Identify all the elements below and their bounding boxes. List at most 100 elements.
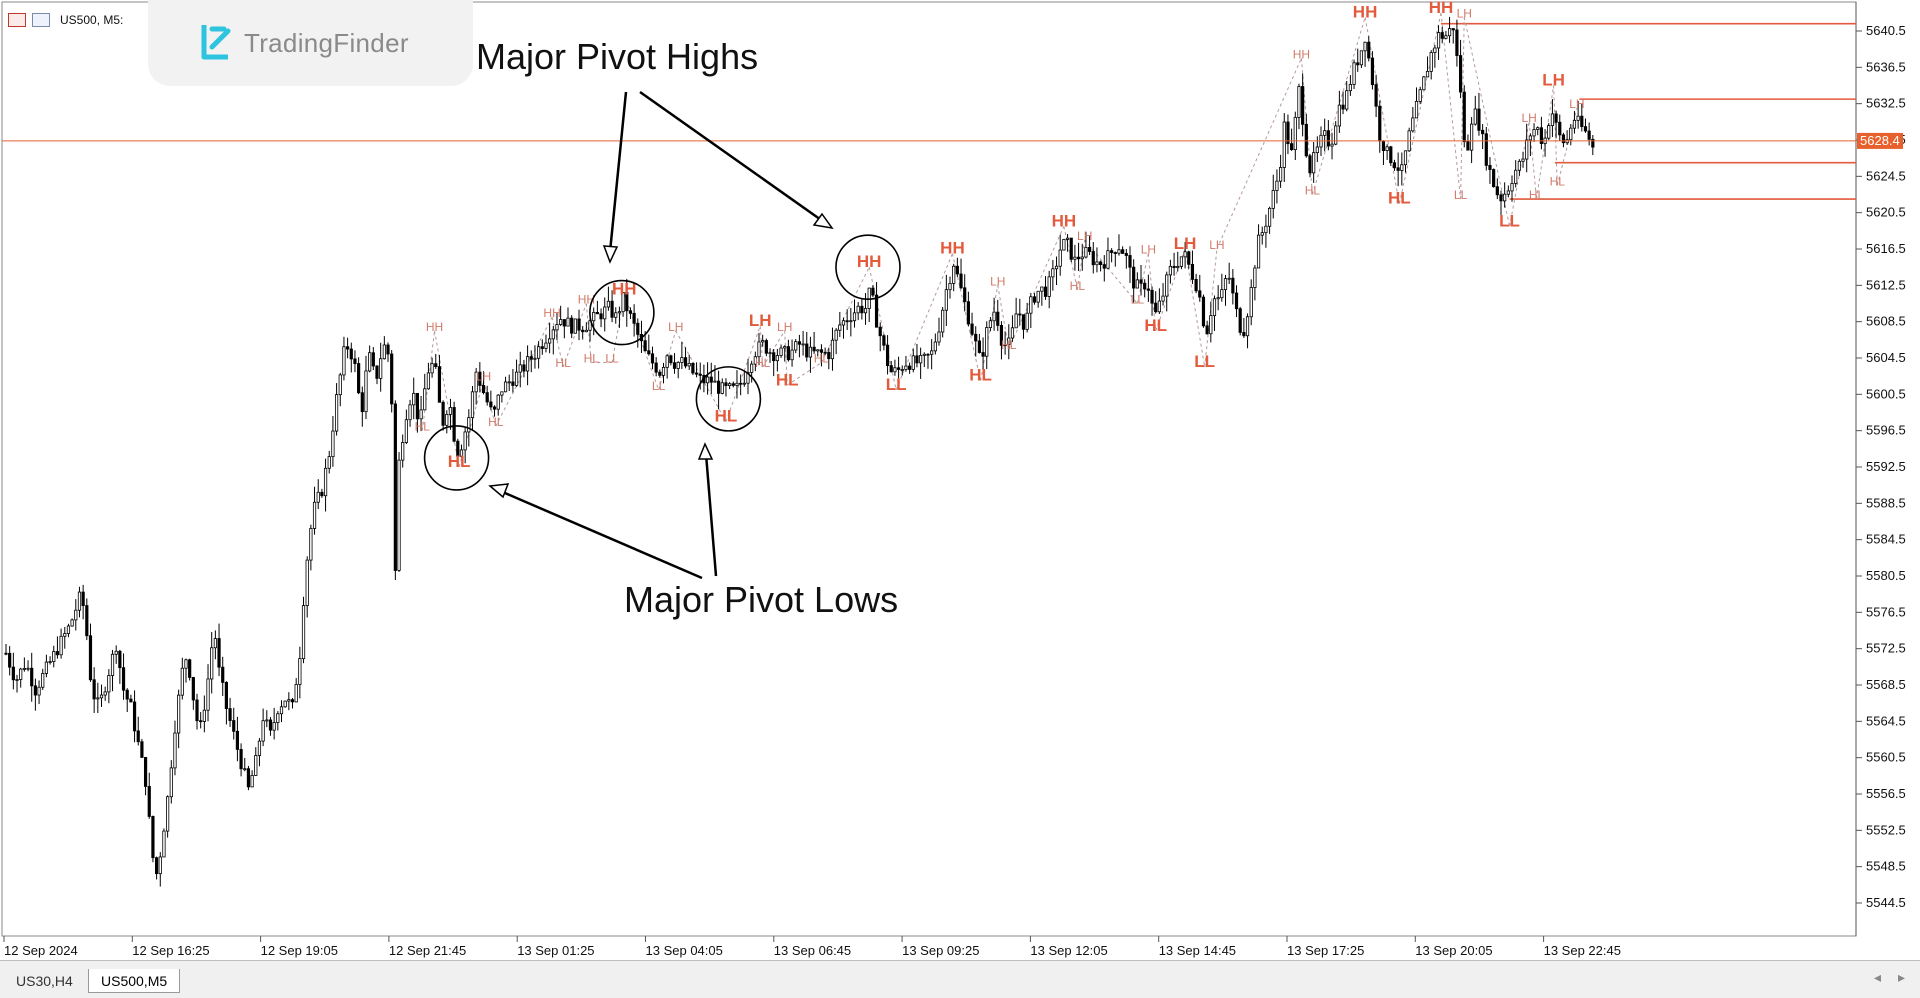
scroll-left-icon[interactable]: ◂ (1874, 969, 1882, 985)
major-pivot-label: HL (448, 452, 471, 471)
candle-body (933, 341, 937, 352)
candle-body (614, 312, 618, 318)
x-tick-label: 13 Sep 22:45 (1544, 943, 1621, 958)
candle-body (191, 677, 195, 701)
candle-body (1279, 167, 1283, 182)
candle-body (1293, 117, 1297, 151)
candle-body (838, 324, 842, 331)
candle-body (1356, 62, 1360, 66)
candle-body (540, 346, 544, 349)
chart-window-icon[interactable] (32, 13, 50, 27)
zigzag-segment (725, 326, 761, 422)
candle-body (309, 528, 313, 561)
candle-body (1308, 155, 1312, 174)
candle-body (166, 796, 170, 832)
major-pivot-label: HL (715, 407, 738, 426)
candle-body (1455, 29, 1459, 56)
candle-body (404, 419, 408, 443)
arrow-high-1 (608, 91, 628, 253)
candle-body (232, 720, 236, 732)
arrow-low-2 (704, 453, 718, 577)
tab-us30-h4[interactable]: US30,H4 (16, 973, 73, 989)
candle-body (654, 362, 658, 373)
candle-body (81, 591, 85, 606)
candle-body (1091, 251, 1095, 266)
candle-body (919, 355, 923, 364)
candle-body (1370, 57, 1375, 86)
candle-body (1231, 277, 1235, 294)
zigzag-segment (1460, 17, 1465, 200)
candle-body (1187, 251, 1191, 265)
candle-body (871, 287, 875, 296)
candle-body (1150, 289, 1154, 304)
zigzag-segment (1204, 248, 1218, 368)
chart-menu-icon[interactable] (8, 13, 26, 27)
candle-body (1337, 104, 1341, 127)
candle-body (1492, 169, 1496, 188)
candle-body (1139, 279, 1143, 284)
candle-body (143, 757, 148, 787)
candle-body (584, 329, 588, 333)
candle-body (1084, 247, 1088, 258)
candle-body (66, 625, 71, 634)
candle-body (970, 323, 974, 335)
minor-pivot-label: LH (1209, 238, 1224, 252)
candle-body (915, 355, 919, 364)
candle-body (1580, 115, 1584, 128)
candle-body (1510, 183, 1514, 192)
y-tick-label: 5568.5 (1866, 677, 1906, 692)
tab-us500-m5[interactable]: US500,M5 (88, 969, 181, 993)
candle-body (1330, 143, 1334, 147)
candle-body (301, 605, 306, 660)
candle-body (419, 409, 423, 420)
candle-body (456, 440, 460, 457)
candle-body (1547, 125, 1551, 139)
zigzag-segment (1008, 226, 1065, 350)
candle-body (999, 324, 1004, 346)
candle-body (1172, 265, 1176, 268)
highlight-circle (695, 366, 762, 432)
candle-body (320, 491, 324, 497)
candle-body (1536, 127, 1540, 130)
candle-body (1113, 252, 1117, 254)
candle-body (338, 374, 342, 396)
candle-body (863, 308, 868, 314)
x-tick-label: 13 Sep 01:25 (517, 943, 594, 958)
candle-body (1304, 123, 1308, 157)
minor-pivot-label: LL (605, 352, 619, 366)
candle-body (893, 367, 897, 373)
candle-body (948, 283, 952, 291)
candle-body (1389, 146, 1393, 164)
candle-body (121, 667, 126, 691)
candle-body (386, 344, 390, 355)
candle-body (592, 312, 596, 322)
candle-body (437, 366, 442, 403)
candle-body (1348, 84, 1352, 92)
candle-body (1312, 152, 1316, 174)
zigzag-segment (458, 380, 484, 468)
scroll-right-icon[interactable]: ▸ (1898, 969, 1906, 985)
candle-body (155, 857, 159, 875)
chart-area[interactable]: HH HL HL LH HL HH HL HH HL LL HH LH LL HL LH HL LH HL HL HH… (0, 0, 1920, 960)
candle-body (323, 467, 328, 497)
candle-body (764, 340, 768, 354)
candle-body (99, 694, 104, 699)
candle-body (1227, 277, 1231, 280)
major-pivot-label: HL (969, 366, 992, 385)
highlight-circle (835, 234, 901, 300)
zigzag-segment (675, 330, 727, 422)
candle-body (221, 666, 225, 683)
candle-body (1102, 264, 1106, 269)
candle-body (434, 363, 438, 368)
candle-body (1315, 146, 1319, 154)
zigzag-segment (762, 330, 786, 368)
candle-body (1374, 84, 1378, 107)
candle-body (720, 382, 724, 394)
minor-pivot-label: HL (1001, 338, 1017, 352)
candle-body (996, 311, 1000, 326)
candle-body (1425, 70, 1430, 78)
candle-body (1499, 194, 1503, 202)
minor-pivot-label: HL (1070, 279, 1086, 293)
candle-body (1021, 314, 1026, 330)
